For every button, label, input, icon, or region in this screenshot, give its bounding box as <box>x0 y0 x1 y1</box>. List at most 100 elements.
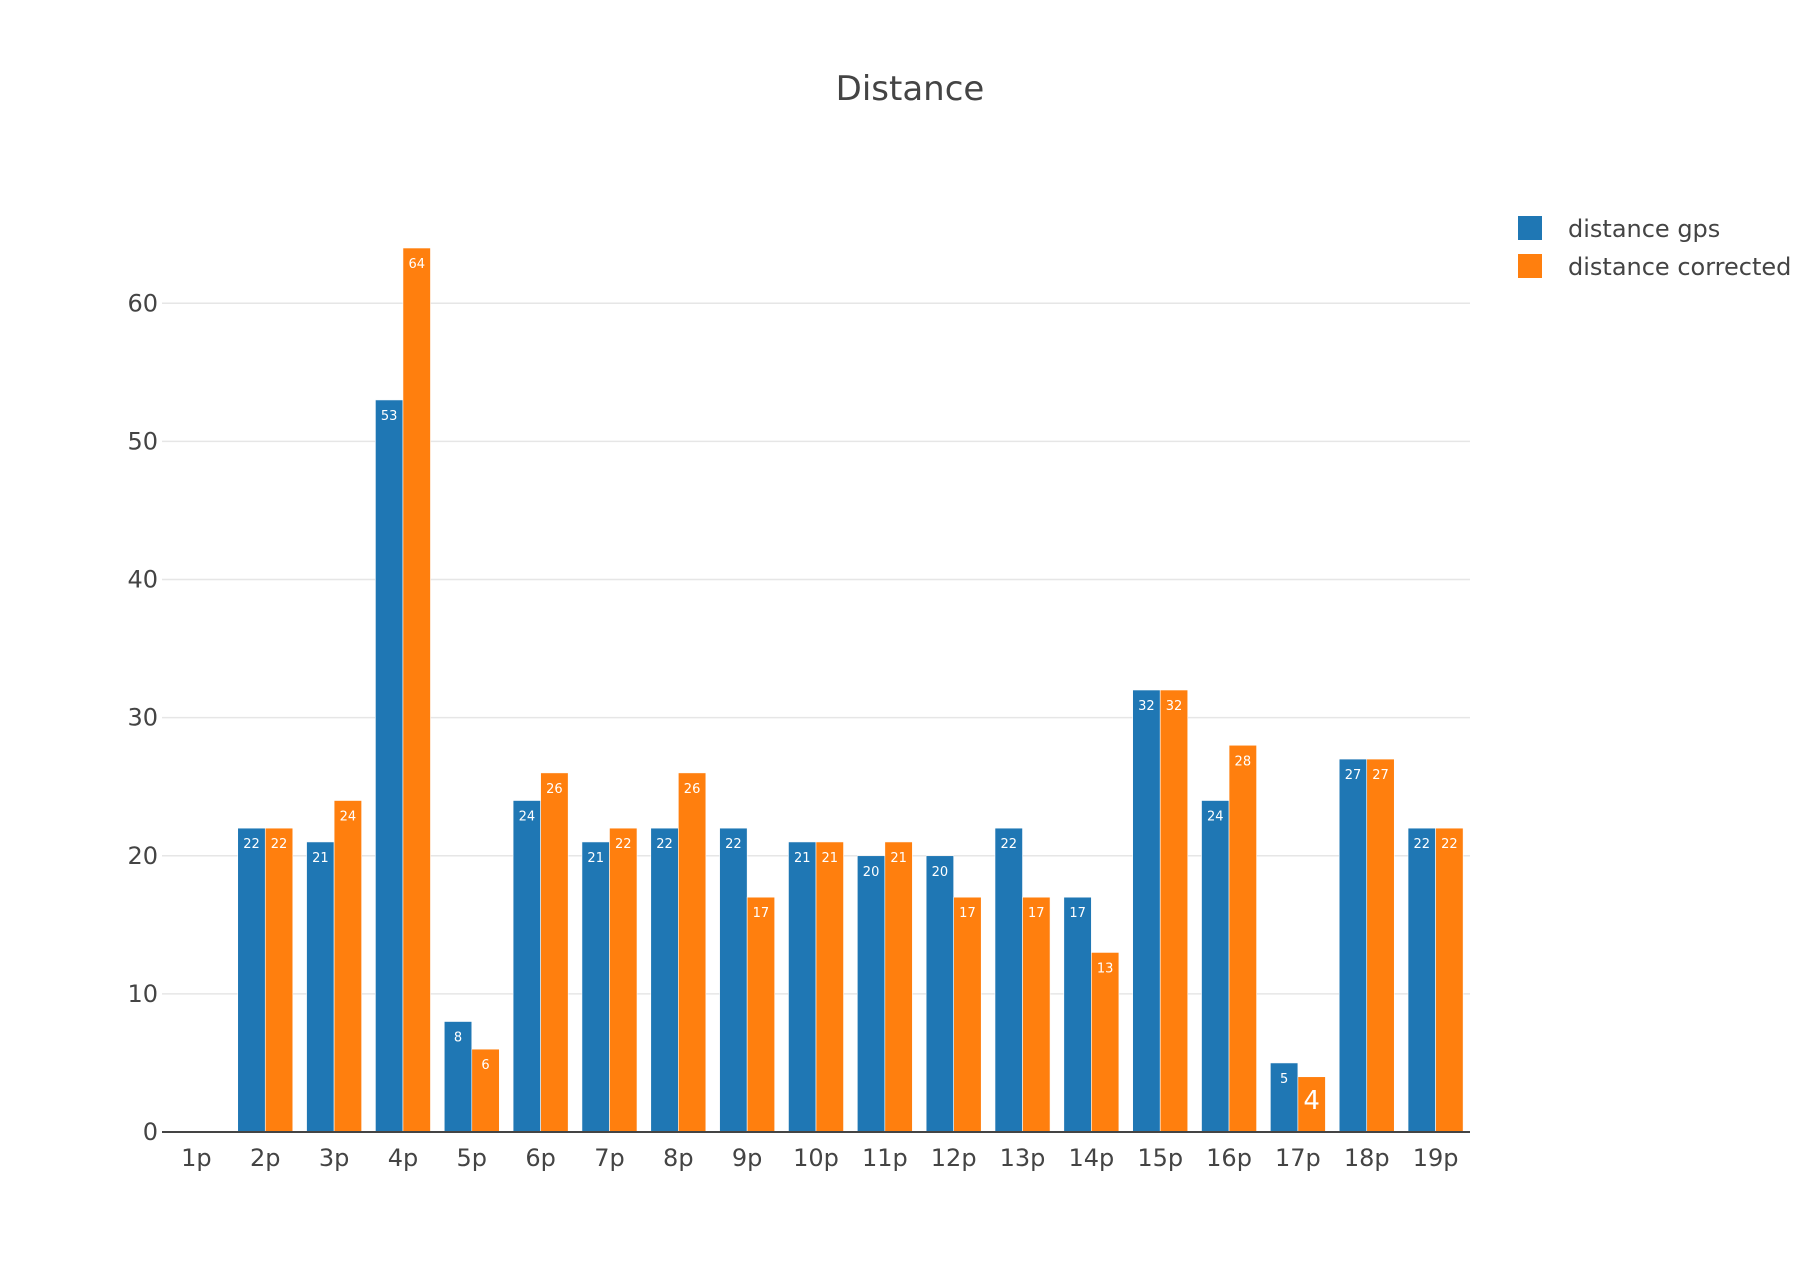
bar[interactable] <box>650 827 679 1133</box>
bar-value-label: 32 <box>1138 699 1155 714</box>
x-tick-label: 4p <box>388 1144 419 1172</box>
bar-value-label: 64 <box>408 257 425 272</box>
bar-value-label: 28 <box>1235 754 1252 769</box>
bar-value-label: 22 <box>615 837 632 852</box>
chart-title: Distance <box>836 69 985 109</box>
x-tick-label: 7p <box>594 1144 625 1172</box>
x-tick-label: 19p <box>1413 1144 1459 1172</box>
bar-value-label: 17 <box>753 906 770 921</box>
legend[interactable]: distance gps distance corrected <box>1518 215 1791 281</box>
x-tick-label: 11p <box>862 1144 908 1172</box>
y-tick-label: 0 <box>143 1118 158 1146</box>
x-tick-label: 14p <box>1068 1144 1114 1172</box>
bar-value-label: 21 <box>312 851 329 866</box>
bars: 22 22 21 24 53 64 8 6 24 26 21 22 22 26 22 17 21 21 20 21 20… <box>237 247 1464 1133</box>
y-tick-label: 10 <box>127 980 158 1008</box>
bar[interactable] <box>678 772 707 1133</box>
bar-value-label: 20 <box>863 865 880 880</box>
bar[interactable] <box>1228 744 1257 1133</box>
bar-value-label: 17 <box>1028 906 1045 921</box>
bar-value-label: 20 <box>932 865 949 880</box>
y-tick-label: 60 <box>127 289 158 317</box>
x-tick-label: 8p <box>663 1144 694 1172</box>
bar[interactable] <box>402 247 431 1133</box>
x-tick-label: 17p <box>1275 1144 1321 1172</box>
bar-value-label: 22 <box>1000 837 1017 852</box>
bar-value-label: 17 <box>959 906 976 921</box>
bar[interactable] <box>994 827 1023 1133</box>
x-tick-label: 9p <box>732 1144 763 1172</box>
bar-value-label: 26 <box>684 782 701 797</box>
bar[interactable] <box>925 855 954 1133</box>
bar[interactable] <box>1297 1076 1326 1133</box>
x-tick-label: 1p <box>181 1144 212 1172</box>
bar-value-label: 26 <box>546 782 563 797</box>
bar[interactable] <box>719 827 748 1133</box>
bar[interactable] <box>1022 896 1051 1133</box>
x-tick-label: 2p <box>250 1144 281 1172</box>
y-tick-label: 40 <box>127 566 158 594</box>
x-tick-label: 12p <box>931 1144 977 1172</box>
bar[interactable] <box>746 896 775 1133</box>
x-tick-label: 18p <box>1344 1144 1390 1172</box>
bar[interactable] <box>237 827 266 1133</box>
bar-value-label: 5 <box>1280 1072 1288 1087</box>
bar[interactable] <box>264 827 294 1133</box>
bar-value-label: 6 <box>481 1058 489 1073</box>
bar[interactable] <box>609 827 638 1133</box>
bar[interactable] <box>1435 827 1464 1133</box>
bar-value-label: 32 <box>1166 699 1183 714</box>
bar-value-label: 24 <box>340 810 357 825</box>
bar-value-label: 22 <box>656 837 673 852</box>
bar[interactable] <box>1407 827 1436 1133</box>
legend-swatch[interactable] <box>1518 254 1542 278</box>
bar-value-label: 22 <box>1414 837 1431 852</box>
bar-value-label: 22 <box>1441 837 1458 852</box>
x-tick-label: 6p <box>525 1144 556 1172</box>
legend-label[interactable]: distance gps <box>1568 215 1720 243</box>
bar-value-label: 4 <box>1303 1086 1320 1116</box>
bar-value-label: 22 <box>725 837 742 852</box>
bar[interactable] <box>788 841 817 1133</box>
bar[interactable] <box>471 1048 500 1133</box>
bar-value-label: 17 <box>1069 906 1086 921</box>
bar-value-label: 13 <box>1097 961 1114 976</box>
bar[interactable] <box>1338 758 1368 1133</box>
legend-label[interactable]: distance corrected <box>1568 253 1791 281</box>
bar[interactable] <box>1366 758 1395 1133</box>
y-tick-label: 30 <box>127 704 158 732</box>
bar[interactable] <box>1091 952 1120 1133</box>
bar[interactable] <box>512 800 541 1133</box>
bar[interactable] <box>581 841 610 1133</box>
bar[interactable] <box>884 841 913 1133</box>
bar-value-label: 22 <box>243 837 260 852</box>
bar[interactable] <box>306 841 335 1133</box>
legend-swatch[interactable] <box>1518 216 1542 240</box>
bar-value-label: 21 <box>890 851 907 866</box>
bar-value-label: 21 <box>821 851 838 866</box>
bar-value-label: 21 <box>794 851 811 866</box>
bar-value-label: 27 <box>1372 768 1389 783</box>
bar-value-label: 53 <box>381 409 398 424</box>
bar[interactable] <box>540 772 569 1133</box>
bar-value-label: 24 <box>1207 810 1224 825</box>
bar[interactable] <box>815 841 844 1133</box>
bar[interactable] <box>1201 800 1230 1133</box>
bar[interactable] <box>857 855 886 1133</box>
bar[interactable] <box>1159 689 1189 1133</box>
bar-value-label: 8 <box>454 1031 462 1046</box>
bar-value-label: 21 <box>587 851 604 866</box>
bar[interactable] <box>375 399 404 1133</box>
x-tick-label: 16p <box>1206 1144 1252 1172</box>
bar[interactable] <box>1063 896 1092 1133</box>
bar[interactable] <box>953 896 982 1133</box>
x-tick-label: 5p <box>457 1144 488 1172</box>
bar[interactable] <box>1132 689 1161 1133</box>
x-tick-label: 15p <box>1137 1144 1183 1172</box>
bar-value-label: 27 <box>1345 768 1362 783</box>
x-tick-label: 13p <box>1000 1144 1046 1172</box>
bar[interactable] <box>333 800 362 1133</box>
bar-value-label: 24 <box>519 810 536 825</box>
x-tick-label: 3p <box>319 1144 350 1172</box>
